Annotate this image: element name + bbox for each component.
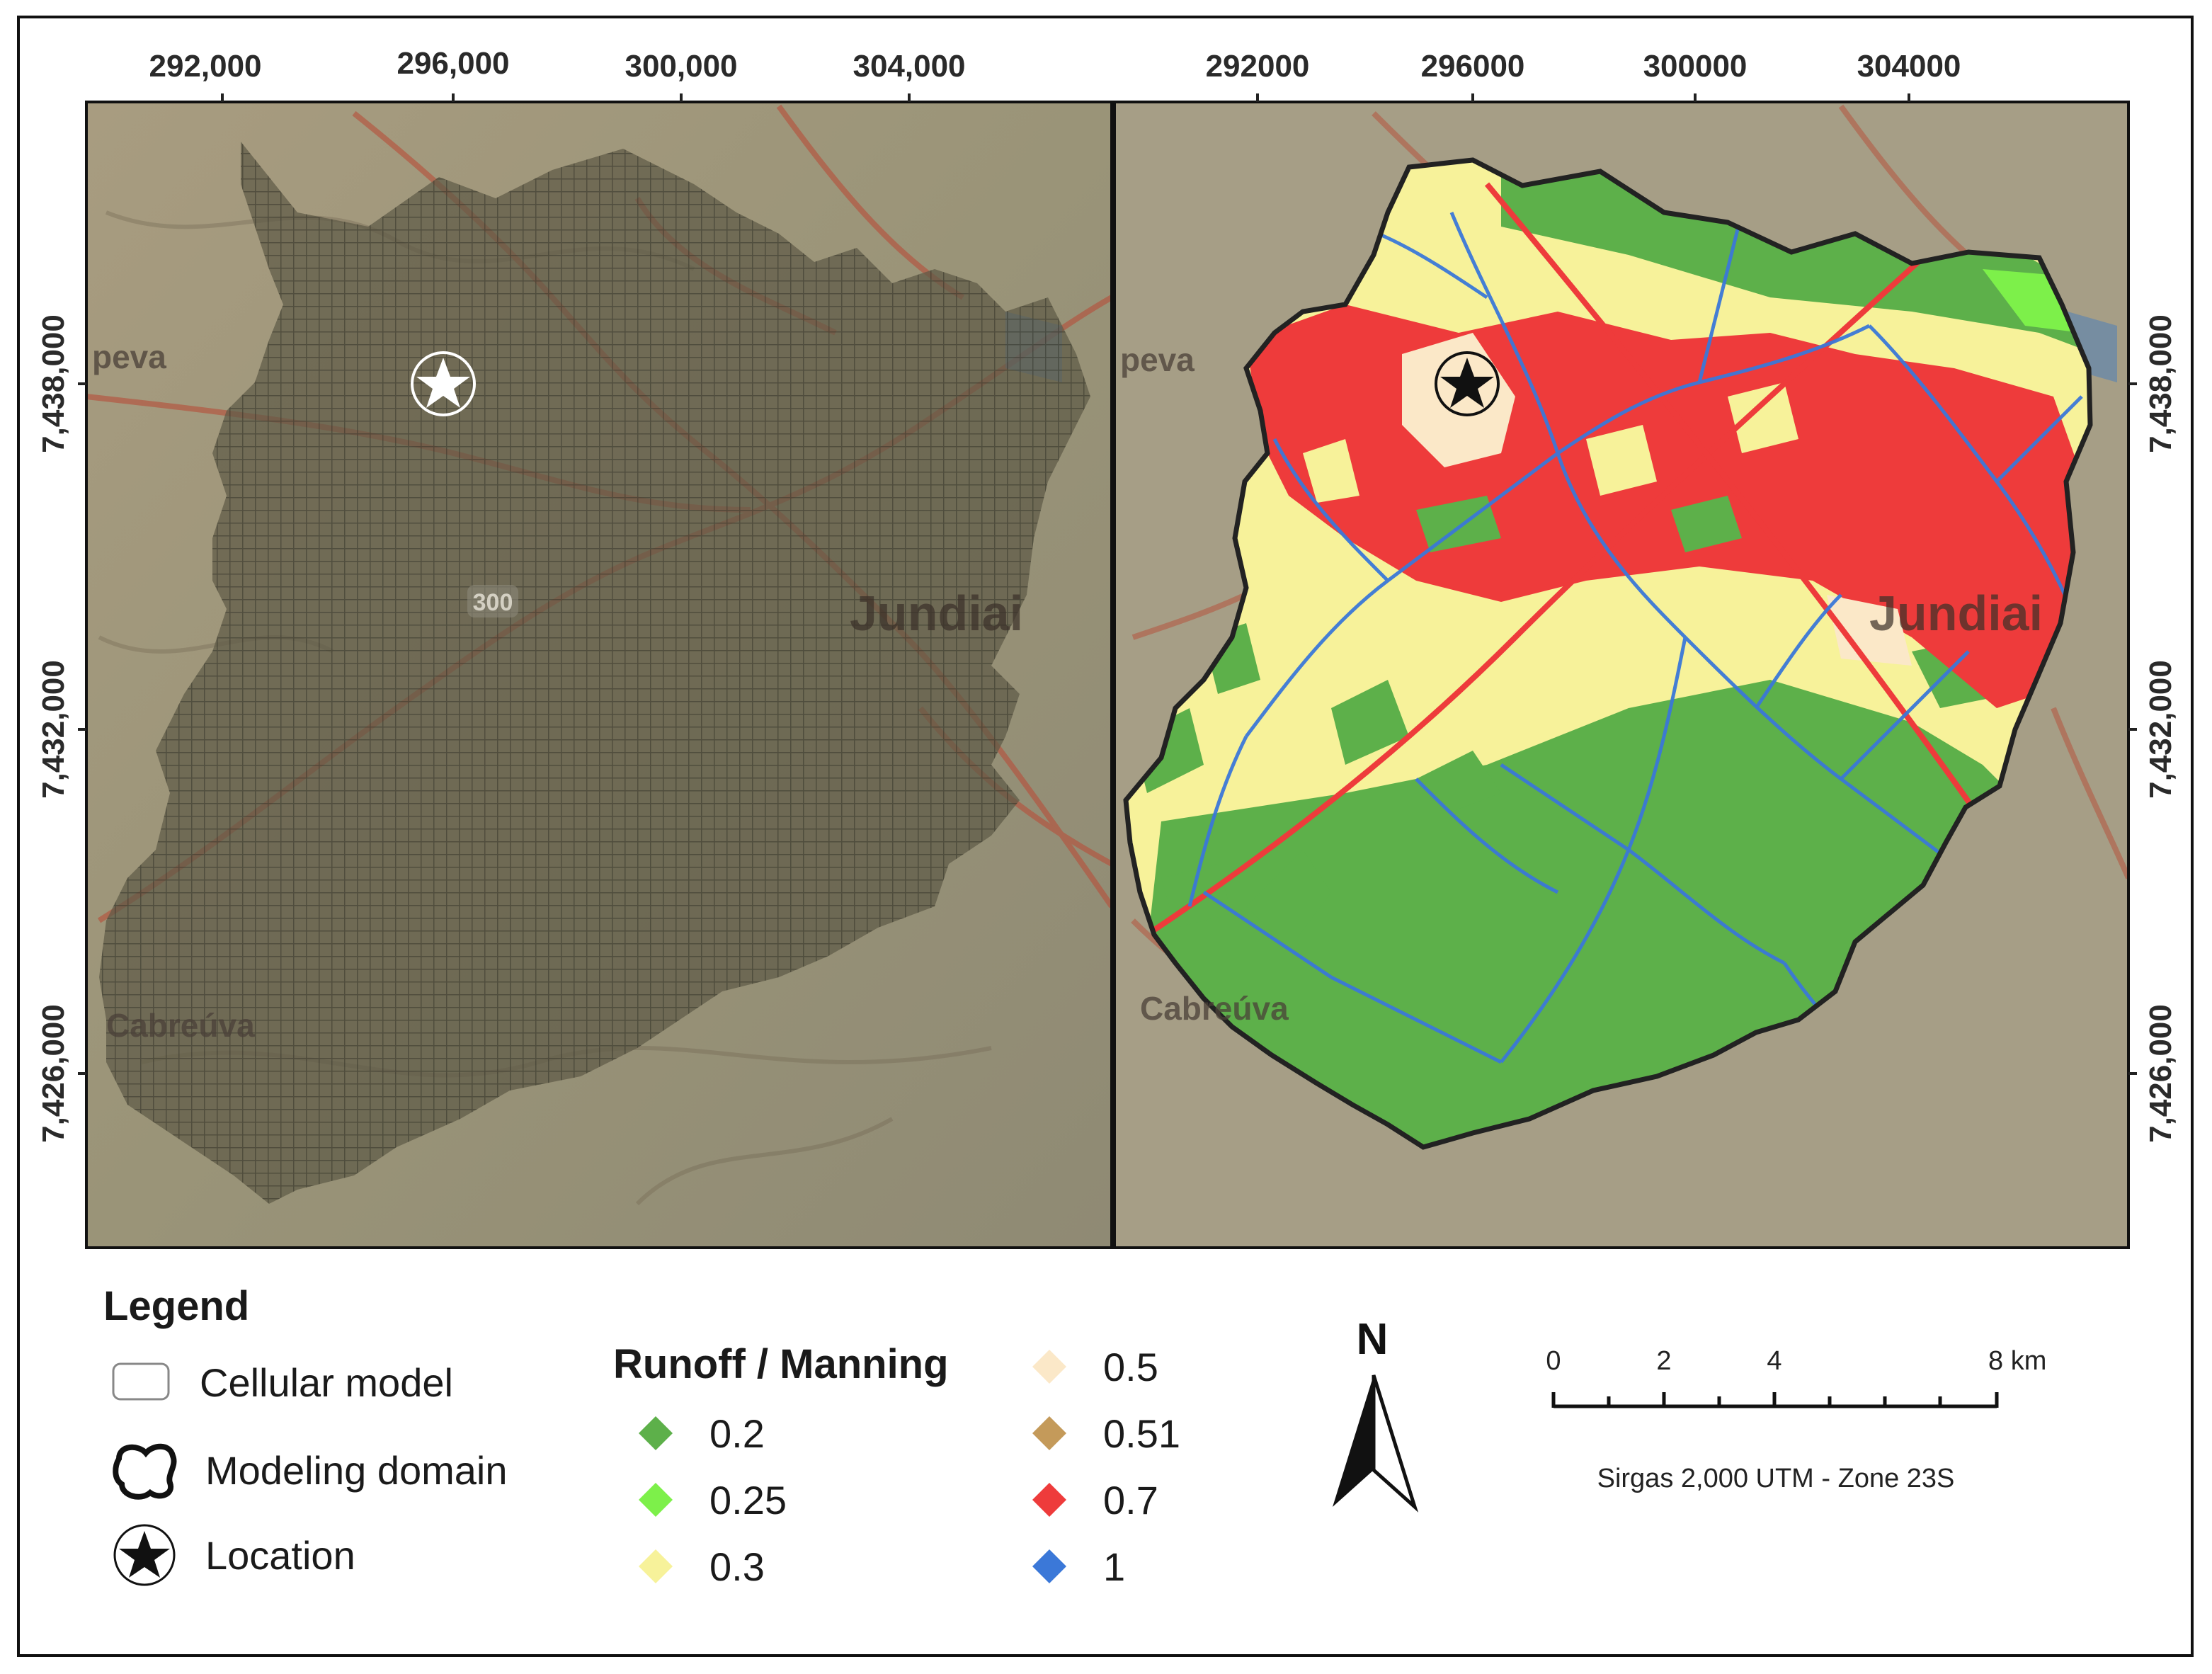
runoff-swatch [639, 1416, 673, 1450]
runoff-swatch [1032, 1549, 1066, 1583]
right-map-border [1113, 101, 2130, 1249]
left-y-tick-label: 7,426,000 [36, 1004, 71, 1143]
runoff-swatch [639, 1483, 673, 1517]
north-arrow: N [1333, 1315, 1419, 1513]
runoff-swatch [1032, 1416, 1066, 1450]
stream-network [1187, 212, 2084, 1064]
runoff-class-label: 0.2 [709, 1411, 765, 1456]
place-label-jundiai-right: Jundiai [1869, 586, 2043, 641]
place-label-cabreuva-right: Cabreúva [1140, 990, 1289, 1027]
north-label: N [1357, 1315, 1389, 1364]
place-label-jundiai: Jundiai [850, 586, 1023, 641]
runoff-class-label: 0.3 [709, 1544, 765, 1589]
right-y-tick-label: 7,432,000 [2143, 660, 2178, 799]
runoff-class-label: 1 [1103, 1544, 1125, 1589]
place-label-peva: peva [92, 338, 166, 375]
left-basemap: peva Jundiai Cabreúva 300 [86, 102, 1112, 1248]
figure-frame [17, 16, 2194, 1657]
cellular-model-swatch [112, 1362, 170, 1401]
right-x-tick-label: 296000 [1421, 49, 1525, 84]
left-x-axis [221, 93, 911, 102]
right-x-tick-label: 300000 [1643, 49, 1748, 84]
legend: Legend Cellular model Modeling domain Lo… [103, 1283, 507, 1586]
runoff-swatch [1032, 1483, 1066, 1517]
projection-label: Sirgas 2,000 UTM - Zone 23S [1597, 1464, 1955, 1493]
left-map-border [85, 101, 1113, 1249]
right-x-tick-label: 304000 [1857, 49, 1961, 84]
runoff-swatch [1032, 1350, 1066, 1384]
runoff-class-label: 0.51 [1103, 1411, 1180, 1456]
runoff-class-label: 0.5 [1103, 1345, 1158, 1389]
runoff-legend-items: 0.2 0.25 0.3 0.5 0.51 0.7 1 [639, 1345, 1180, 1589]
right-y-tick-label: 7,426,000 [2143, 1004, 2178, 1143]
runoff-class-label: 0.7 [1103, 1478, 1158, 1522]
left-y-tick-label: 7,432,000 [36, 660, 71, 799]
runoff-legend-title: Runoff / Manning [613, 1341, 949, 1387]
left-x-tick-label: 292,000 [149, 49, 261, 84]
left-x-tick-label: 296,000 [397, 46, 509, 81]
left-y-tick-label: 7,438,000 [36, 314, 71, 453]
scale-label: 0 [1546, 1346, 1561, 1376]
place-label-peva-right: peva [1120, 341, 1195, 378]
scale-label: 8 km [1988, 1346, 2046, 1376]
right-map-panel: peva Jundiai Cabreúva [1113, 101, 2130, 1249]
place-label-cabreuva: Cabreúva [106, 1007, 255, 1044]
right-y-axis [2128, 382, 2137, 1075]
road-shield [467, 585, 518, 617]
runoff-class-label: 0.25 [709, 1478, 787, 1522]
star-icon [113, 1524, 176, 1586]
domain-outline-icon [113, 1443, 177, 1500]
road-shield-label: 300 [473, 589, 513, 616]
right-x-axis [1256, 93, 1910, 102]
scale-label: 4 [1767, 1346, 1781, 1376]
right-y-tick-label: 7,438,000 [2143, 314, 2178, 453]
location-star-white [411, 351, 476, 416]
runoff-legend: Runoff / Manning 0.2 0.25 0.3 0.5 0.51 0.7 1 [613, 1341, 1180, 1589]
scale-bar: 0 2 4 8 km Sirgas 2,000 UTM - Zone 23S [1546, 1346, 2046, 1493]
legend-item-cellular-model: Cellular model [200, 1360, 453, 1405]
location-star-black [1435, 351, 1500, 416]
legend-item-modeling-domain: Modeling domain [205, 1448, 507, 1493]
north-arrow-right-half [1372, 1374, 1419, 1513]
scale-label: 2 [1656, 1346, 1671, 1376]
legend-item-location: Location [205, 1533, 355, 1578]
left-x-tick-label: 300,000 [625, 49, 737, 84]
legend-title: Legend [103, 1283, 249, 1329]
left-map-panel: peva Jundiai Cabreúva 300 [85, 101, 1113, 1249]
runoff-swatch [639, 1549, 673, 1583]
modeling-domain-outline [1123, 157, 2093, 1150]
left-y-axis [78, 382, 86, 1075]
right-x-tick-label: 292000 [1206, 49, 1310, 84]
north-arrow-left-half [1333, 1375, 1374, 1507]
left-x-tick-label: 304,000 [853, 49, 965, 84]
